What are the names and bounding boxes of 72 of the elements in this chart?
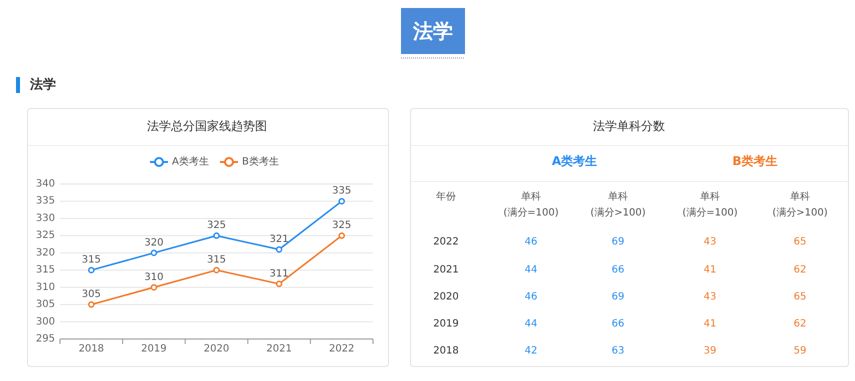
y-tick-label: 310 <box>36 282 55 293</box>
legend-label: B类考生 <box>242 156 279 168</box>
chart-title: 法学单科分数 <box>593 119 665 133</box>
data-label: 320 <box>144 237 164 248</box>
y-tick-label: 340 <box>36 178 55 190</box>
y-tick-label: 330 <box>36 212 55 224</box>
y-tick-label: 295 <box>36 334 55 344</box>
data-label: 325 <box>332 220 352 232</box>
data-label: 69 <box>612 292 624 302</box>
x-tick-label: 单科 (满分>100) <box>590 190 646 218</box>
x-tick-label: 单科 (满分>100) <box>772 190 828 218</box>
data-label: 59 <box>794 346 806 356</box>
data-label: 39 <box>704 346 716 356</box>
data-label: 315 <box>82 254 101 266</box>
y-tick-label: 325 <box>36 230 55 242</box>
data-label: 315 <box>206 254 226 266</box>
data-label: 325 <box>206 220 226 232</box>
data-label: 311 <box>270 268 289 280</box>
point <box>150 284 158 291</box>
y-tick-label: 335 <box>36 196 55 207</box>
data-label: 62 <box>794 318 806 330</box>
legend-label: A类考生 <box>172 156 209 168</box>
data-label: 66 <box>612 318 624 330</box>
data-label: 69 <box>612 236 624 248</box>
data-label: 41 <box>704 264 716 276</box>
data-label: 305 <box>82 289 101 300</box>
data-label: 65 <box>794 236 806 248</box>
data-label: 43 <box>704 236 716 248</box>
x-tick-label: 2021 <box>266 344 292 354</box>
y-tick-label: 2019 <box>433 318 459 330</box>
data-label: 62 <box>794 264 806 276</box>
y-tick-label: 2020 <box>433 292 459 302</box>
text: A类考生 <box>552 154 598 168</box>
y-tick-label: 315 <box>36 264 55 276</box>
point <box>88 301 95 308</box>
data-label: 65 <box>794 292 806 302</box>
data-label: 44 <box>524 318 538 330</box>
text: 法学 <box>412 19 453 43</box>
point <box>276 280 282 288</box>
y-tick-label: 300 <box>36 316 55 328</box>
data-label: 321 <box>270 234 289 245</box>
data-label: 41 <box>704 318 716 330</box>
text: 年份 <box>436 190 456 202</box>
data-label: 63 <box>612 346 624 356</box>
data-label: 66 <box>612 264 624 276</box>
point <box>276 246 282 253</box>
point <box>88 266 95 274</box>
x-tick-label: 2022 <box>328 344 354 354</box>
data-label: 310 <box>144 272 164 283</box>
x-tick-label: 2020 <box>204 344 230 354</box>
text: 法学 <box>29 78 56 92</box>
chart-title: 法学总分国家线趋势图 <box>147 119 267 133</box>
point <box>150 250 158 256</box>
x-tick-label: 单科 (满分=100) <box>503 190 559 218</box>
x-tick-label: 2018 <box>78 344 104 354</box>
point <box>213 266 220 274</box>
y-tick-label: 320 <box>36 247 55 258</box>
x-tick-label: 2019 <box>141 344 167 354</box>
y-tick-label: 2022 <box>433 236 459 248</box>
data-label: 42 <box>524 346 538 356</box>
data-label: 44 <box>524 264 538 276</box>
data-label: 46 <box>524 236 538 248</box>
y-tick-label: 2021 <box>433 264 459 276</box>
y-tick-label: 305 <box>36 299 55 310</box>
data-label: 43 <box>704 292 716 302</box>
data-label: 46 <box>524 292 538 302</box>
point <box>338 198 345 204</box>
x-tick-label: 单科 (满分=100) <box>682 190 738 218</box>
point <box>213 232 220 239</box>
point <box>338 232 345 239</box>
text: B类考生 <box>732 154 778 168</box>
data-label: 335 <box>332 186 352 197</box>
